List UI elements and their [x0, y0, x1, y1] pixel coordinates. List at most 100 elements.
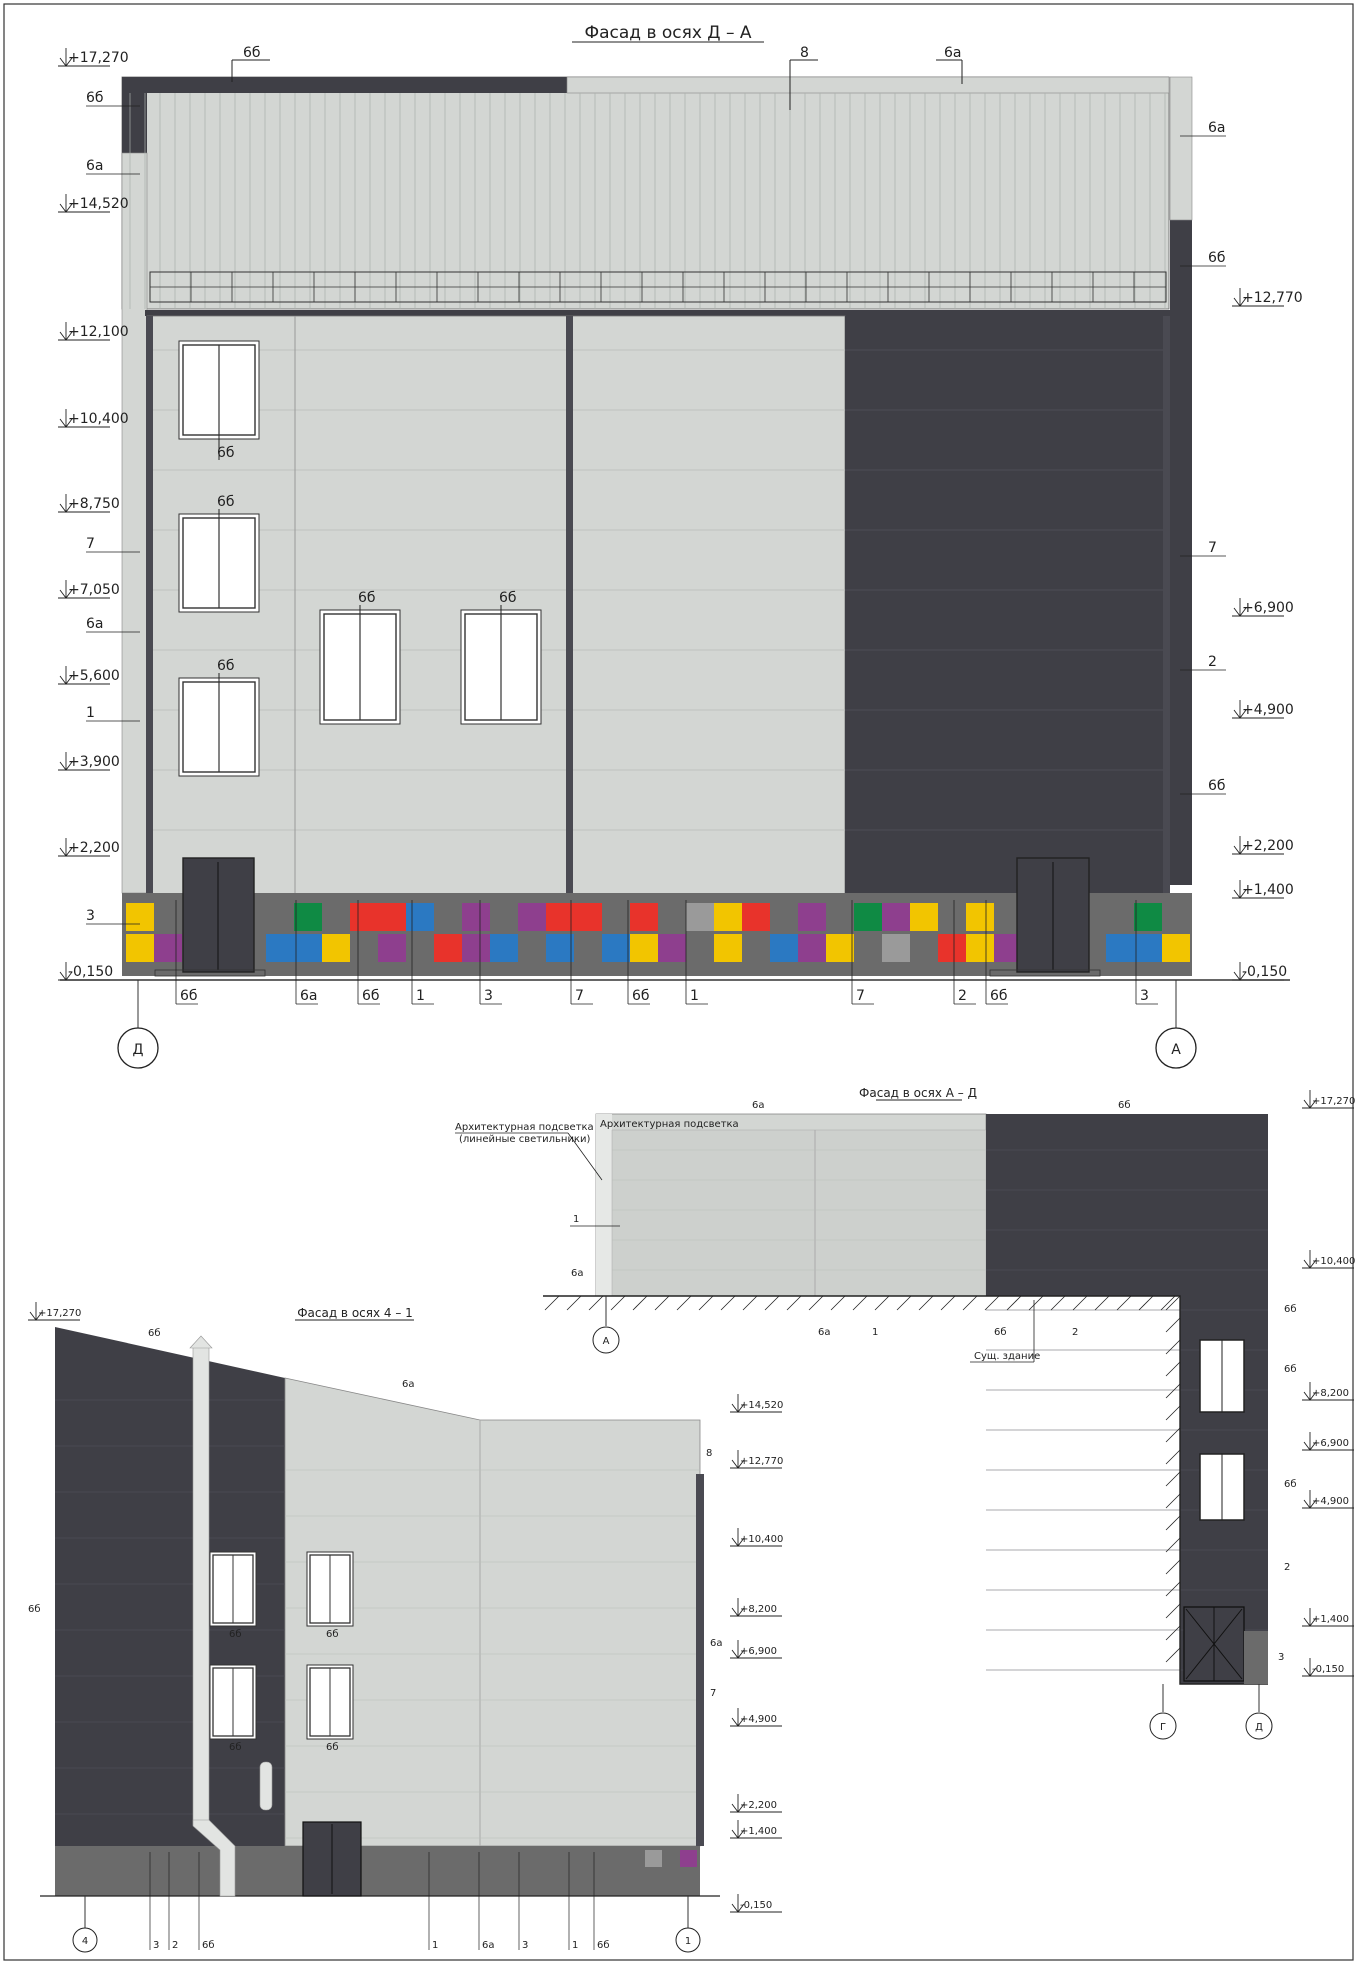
label-bottom: 3	[1140, 988, 1149, 1004]
window-label: 6б	[358, 590, 376, 606]
plinth-tile	[462, 903, 490, 931]
f41-label: 7	[710, 1688, 716, 1699]
level-mark: +5,600	[68, 668, 120, 684]
label-bottom: 6а	[300, 988, 318, 1004]
facade-41: Фасад в осях 4 – 1 6б 6б 6б 6б +14,520 +12,7…	[28, 1302, 783, 1953]
level-mark: +14,520	[68, 196, 129, 212]
plinth-tile	[826, 934, 854, 962]
level-mark: +8,200	[740, 1604, 777, 1615]
plinth-tile	[1134, 903, 1162, 931]
level-mark: +17,270	[1312, 1096, 1355, 1107]
ad-note-text-1: Архитектурная подсветка	[455, 1122, 594, 1133]
f41-label: 6а	[710, 1638, 723, 1649]
ad-axis-g	[1149, 1712, 1177, 1740]
cornice-beam	[145, 310, 1170, 316]
level-mark: +12,100	[68, 324, 129, 340]
ad-axis-label-a: А	[603, 1336, 610, 1347]
label-right: 6б	[1208, 250, 1226, 266]
parapet-cap-dark	[122, 77, 567, 93]
f41-window-label: 6б	[229, 1742, 242, 1753]
level-mark: -0,150	[1312, 1664, 1344, 1675]
axis-label-d: Д	[133, 1042, 144, 1058]
f41-bottom-label: 6б	[202, 1940, 215, 1951]
plinth-tile	[294, 934, 322, 962]
f41-levels: +14,520 +12,770 +10,400 +8,200 +6,900 +4,900 +…	[28, 1302, 783, 1913]
ad-note-text-2: (линейные светильники)	[459, 1134, 590, 1145]
ad-label-2-bottom: 2	[1072, 1327, 1078, 1338]
plinth-tile	[126, 934, 154, 962]
label-bottom: 6б	[180, 988, 198, 1004]
plinth-tile	[462, 934, 490, 962]
plinth-tile	[1106, 934, 1134, 962]
sheet-border	[3, 3, 1354, 1961]
f41-window-label: 6б	[229, 1629, 242, 1640]
labels-bottom: 6б 6а 6б 1 3 7 6б 1 7 2 6б 3	[175, 900, 1158, 1005]
ad-ground-line	[543, 1295, 1268, 1685]
ad-existing-building: Сущ. здание	[974, 1351, 1040, 1362]
axis-label-a: А	[1171, 1042, 1181, 1058]
labels-right: 6а 6б 7 2 6б	[1180, 120, 1226, 795]
ad-label-6a-top: 6а	[752, 1100, 765, 1111]
label-left: 7	[86, 536, 95, 552]
level-mark: +2,200	[740, 1800, 777, 1811]
plinth-tile	[378, 903, 406, 931]
plinth-tile	[574, 903, 602, 931]
plinth-tile	[406, 903, 434, 931]
ad-right-label-1: 6б	[1284, 1304, 1297, 1315]
plinth-tile	[882, 934, 910, 962]
label-bottom: 6б	[990, 988, 1008, 1004]
f41-bottom-label: 3	[522, 1940, 528, 1951]
level-mark: +10,400	[68, 411, 129, 427]
column-right	[1163, 316, 1170, 894]
plinth-tile	[518, 903, 546, 931]
f41-bottom-label: 3	[153, 1940, 159, 1951]
ad-axis-d	[1245, 1712, 1273, 1740]
plinth-tile	[294, 903, 322, 931]
ad-label-6b-bottom: 6б	[994, 1327, 1007, 1338]
level-mark: +4,900	[740, 1714, 777, 1725]
label-right: 6а	[1208, 120, 1226, 136]
level-mark: +1,400	[740, 1826, 777, 1837]
label-right: 7	[1208, 540, 1217, 556]
f41-bottom-label: 1	[432, 1940, 438, 1951]
label-top-6b: 6б	[243, 45, 261, 61]
level-mark: +12,770	[1242, 290, 1303, 306]
ad-axis-a	[592, 1326, 620, 1354]
ad-right-label-3: 6б	[1284, 1479, 1297, 1490]
plinth-tile	[882, 903, 910, 931]
window-label: 6б	[217, 445, 235, 461]
f41-window-label: 6б	[326, 1629, 339, 1640]
f41-label: 6б	[28, 1604, 41, 1615]
level-mark: -0,150	[68, 964, 113, 980]
plinth-tile	[630, 903, 658, 931]
window-label: 6б	[499, 590, 517, 606]
ad-label-1-bottom: 1	[872, 1327, 878, 1338]
plinth-tile	[1134, 934, 1162, 962]
label-bottom: 6б	[362, 988, 380, 1004]
ad-axis-label-d: Д	[1255, 1722, 1263, 1733]
corner-dark-right	[1170, 220, 1192, 885]
f41-axis-1	[675, 1927, 701, 1953]
f41-plinth-tiles	[645, 1850, 697, 1867]
plinth-tile	[714, 934, 742, 962]
f41-window-label: 6б	[326, 1742, 339, 1753]
level-mark: +7,050	[68, 582, 120, 598]
ad-label-1: 1	[573, 1214, 579, 1225]
plinth-tile	[126, 903, 154, 931]
level-mark: +17,270	[38, 1308, 81, 1319]
plinth-tile	[742, 903, 770, 931]
level-mark: +6,900	[1242, 600, 1294, 616]
f41-gutter	[696, 1474, 704, 1846]
plinth-tile	[630, 934, 658, 962]
label-bottom: 7	[856, 988, 865, 1004]
parapet-ribs	[129, 93, 1166, 309]
plinth-tile	[714, 903, 742, 931]
label-bottom: 6б	[632, 988, 650, 1004]
plinth-tile	[154, 934, 182, 962]
plinth-tile	[645, 1850, 662, 1867]
ad-right-label-2: 6б	[1284, 1364, 1297, 1375]
facade-main: Фасад в осях Д – А 6б 6б 6б 6б 6б	[58, 23, 1303, 1069]
level-mark: +1,400	[1312, 1614, 1349, 1625]
ad-right-label-4: 2	[1284, 1562, 1290, 1573]
label-bottom: 3	[484, 988, 493, 1004]
